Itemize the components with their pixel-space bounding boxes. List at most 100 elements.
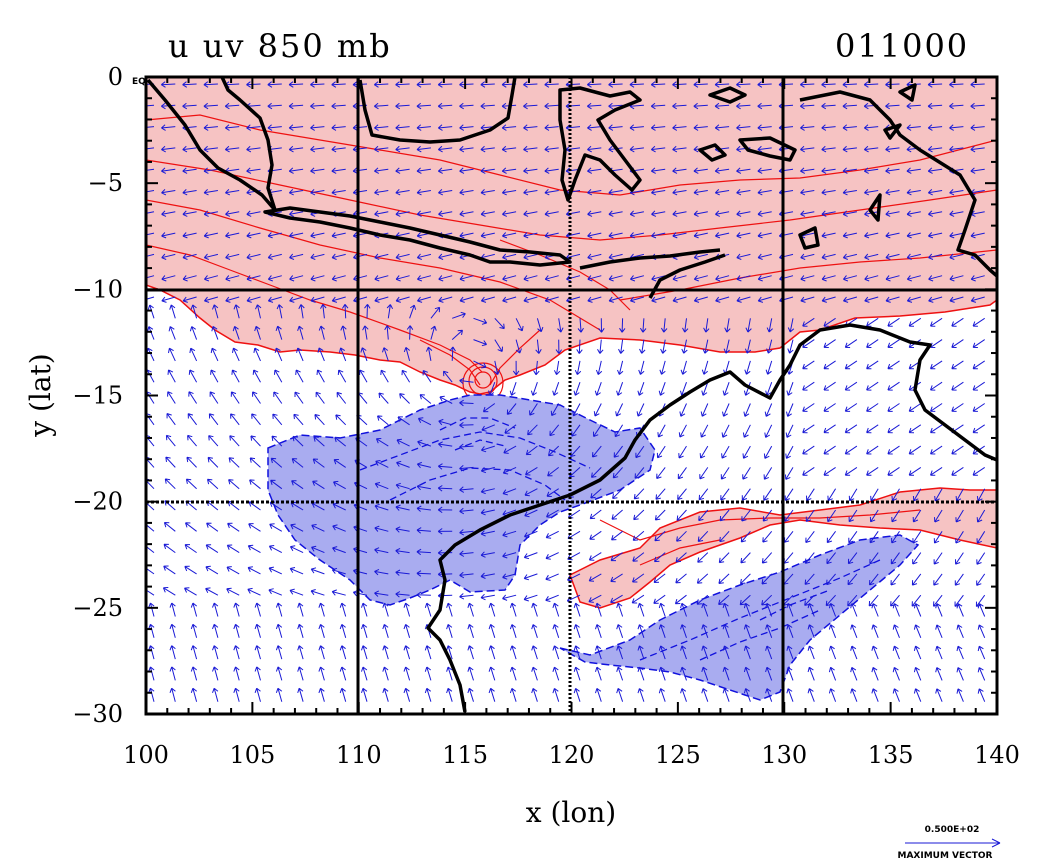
wind-vector <box>783 552 794 564</box>
wind-vector <box>289 275 304 282</box>
wind-vector <box>744 360 751 375</box>
wind-vector <box>970 167 985 174</box>
wind-vector <box>927 124 943 131</box>
wind-vector <box>784 509 794 522</box>
wind-vector <box>246 275 261 282</box>
wind-vector <box>906 124 921 131</box>
wind-vector <box>892 624 900 638</box>
wind-vector <box>783 530 794 543</box>
wind-vector <box>956 603 964 617</box>
vector-legend-value: 0.500E+02 <box>925 825 980 835</box>
wind-vector <box>160 81 176 88</box>
wind-vector <box>593 403 602 417</box>
wind-vector <box>545 573 559 581</box>
wind-vector <box>650 145 666 153</box>
wind-vector <box>459 81 474 88</box>
wind-vector <box>230 391 240 404</box>
wind-vector <box>310 253 325 260</box>
wind-vector <box>339 602 347 617</box>
wind-vector <box>544 210 559 217</box>
wind-vector <box>509 602 517 617</box>
wind-vector <box>437 81 453 88</box>
wind-vector <box>189 326 198 340</box>
wind-vector <box>680 602 687 617</box>
wind-vector <box>696 594 709 605</box>
wind-vector <box>887 403 900 412</box>
wind-vector <box>786 403 794 417</box>
wind-vector <box>509 688 517 702</box>
wind-vector <box>744 339 752 354</box>
wind-vector <box>336 391 347 404</box>
wind-vector <box>871 688 879 702</box>
wind-vector <box>951 381 964 391</box>
wind-vector <box>906 167 921 174</box>
wind-vector <box>698 488 709 501</box>
wind-vector <box>589 530 602 540</box>
wind-vector <box>951 466 964 476</box>
wind-vector <box>595 602 602 617</box>
wind-vector <box>912 488 922 502</box>
wind-vector <box>588 552 602 561</box>
wind-vector <box>166 413 176 426</box>
wind-vector <box>331 296 346 303</box>
wind-vector <box>395 482 410 490</box>
wind-vector <box>615 403 624 417</box>
wind-vector <box>224 124 240 131</box>
wind-vector <box>693 124 708 131</box>
wind-vector <box>885 210 900 217</box>
wind-vector <box>529 403 538 416</box>
wind-vector <box>842 232 858 239</box>
wind-vector <box>736 275 751 282</box>
wind-vector <box>331 189 346 196</box>
wind-vector <box>488 666 496 681</box>
wind-vector <box>608 189 623 196</box>
wind-vector <box>294 391 304 404</box>
wind-vector <box>977 645 986 660</box>
wind-vector <box>722 688 730 702</box>
wind-vector <box>377 415 389 426</box>
wind-vector <box>270 479 283 490</box>
wind-vector <box>310 124 325 131</box>
wind-vector <box>823 445 836 455</box>
wind-vector <box>629 232 645 239</box>
wind-vector <box>589 509 602 520</box>
wind-vector <box>552 602 560 617</box>
wind-vector <box>523 145 538 153</box>
wind-vector <box>544 167 559 174</box>
wind-vector <box>229 435 240 447</box>
wind-vector <box>212 666 219 681</box>
wind-vector <box>331 589 346 596</box>
wind-vector <box>826 552 836 565</box>
wind-vector <box>743 645 751 660</box>
wind-vector <box>161 275 176 282</box>
wind-vector <box>949 189 964 196</box>
wind-vector <box>480 232 495 239</box>
wind-vector <box>864 275 879 282</box>
wind-vector <box>736 296 751 303</box>
wind-vector <box>595 624 602 638</box>
wind-vector <box>930 466 943 476</box>
wind-vector <box>736 81 751 88</box>
wind-vector <box>419 394 432 404</box>
wind-vector <box>502 594 517 601</box>
wind-vector <box>552 666 560 681</box>
wind-vector <box>786 688 794 702</box>
wind-vector <box>757 275 772 282</box>
wind-vector <box>182 81 197 88</box>
wind-vector <box>380 369 389 383</box>
x-tick-label: 140 <box>974 741 1020 769</box>
wind-vector <box>523 253 538 260</box>
wind-vector <box>890 552 900 565</box>
wind-vector <box>672 81 687 88</box>
wind-vector <box>740 552 751 564</box>
wind-vector <box>885 253 900 260</box>
wind-vector <box>722 382 730 396</box>
wind-vector <box>955 509 964 523</box>
wind-vector <box>331 275 346 282</box>
wind-vector <box>949 296 964 303</box>
wind-vector <box>523 594 538 602</box>
wind-vector <box>633 488 645 500</box>
wind-vector <box>395 145 410 153</box>
wind-vector <box>187 434 197 447</box>
wind-vector <box>480 551 495 558</box>
